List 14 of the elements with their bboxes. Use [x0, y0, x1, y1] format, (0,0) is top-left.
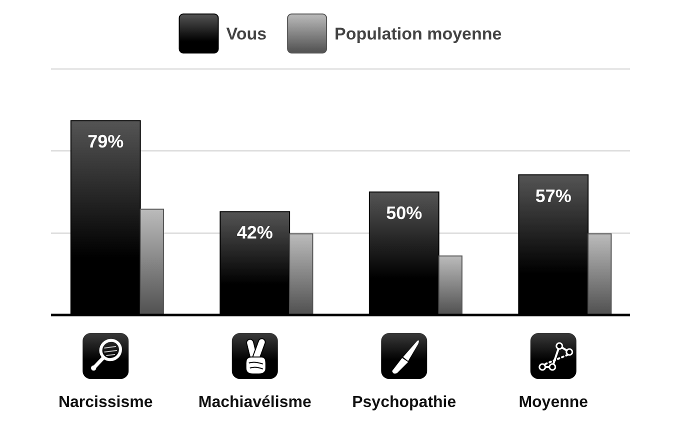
bar	[588, 233, 612, 316]
x-tick-label: Machiavélisme	[198, 394, 312, 411]
x-tick-label: Moyenne	[518, 394, 588, 411]
bar	[289, 233, 314, 316]
legend-label: Population moyenne	[334, 24, 502, 44]
data-label: 57%	[535, 186, 572, 206]
x-tick-label: Psychopathie	[352, 394, 456, 411]
data-label: 42%	[236, 222, 273, 243]
x-tick-label: Narcissisme	[58, 394, 153, 411]
bar	[438, 255, 462, 316]
legend-label: Vous	[226, 24, 267, 44]
data-label: 79%	[88, 132, 124, 152]
bar	[140, 208, 164, 316]
data-label: 50%	[386, 203, 422, 223]
